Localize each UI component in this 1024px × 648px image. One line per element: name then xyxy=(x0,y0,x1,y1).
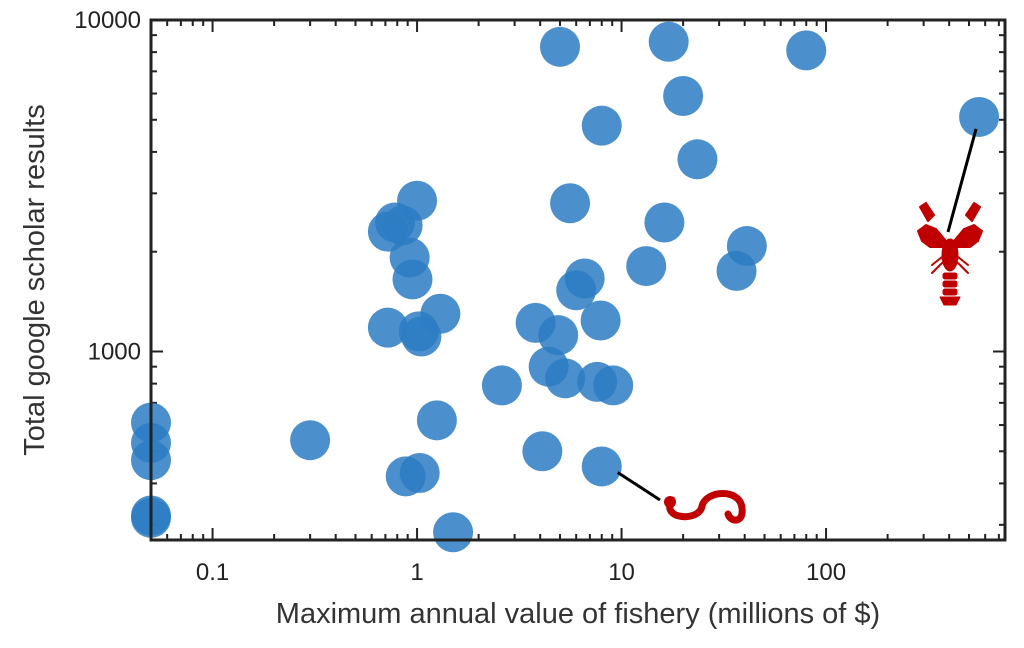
data-point xyxy=(580,300,621,341)
data-point xyxy=(545,358,586,399)
data-points xyxy=(131,21,1000,553)
data-point xyxy=(481,365,522,406)
data-point xyxy=(959,96,1000,137)
worm-icon xyxy=(616,471,746,524)
data-point xyxy=(677,139,718,180)
data-point xyxy=(433,512,474,553)
data-point xyxy=(663,75,704,116)
data-point xyxy=(420,293,461,334)
data-point xyxy=(564,258,605,299)
worm-leader-line xyxy=(616,471,661,502)
y-tick-label: 1000 xyxy=(88,338,141,365)
data-point xyxy=(644,202,685,243)
data-point xyxy=(726,226,767,267)
data-point xyxy=(648,21,689,62)
data-point xyxy=(290,420,331,461)
lobster-leader-line xyxy=(946,128,978,233)
x-tick-label: 1 xyxy=(410,559,423,586)
x-axis-title: Maximum annual value of fishery (million… xyxy=(276,598,880,630)
data-point xyxy=(550,183,591,224)
data-point xyxy=(581,105,622,146)
data-point xyxy=(399,453,440,494)
lobster-icon xyxy=(917,128,983,306)
data-point xyxy=(539,26,580,67)
y-tick-label: 10000 xyxy=(74,7,141,34)
data-point xyxy=(626,246,667,287)
plot-frame xyxy=(149,18,1007,542)
x-tick-label: 10 xyxy=(608,559,635,586)
data-point xyxy=(416,400,457,441)
data-point xyxy=(538,315,579,356)
data-point xyxy=(367,307,408,348)
data-point xyxy=(522,431,563,472)
data-point xyxy=(593,365,634,406)
y-axis-title: Total google scholar results xyxy=(19,104,51,455)
data-point xyxy=(392,259,433,300)
data-point xyxy=(786,30,827,71)
x-tick-label: 100 xyxy=(806,559,846,586)
data-point xyxy=(581,446,622,487)
data-point xyxy=(397,180,438,221)
x-tick-label: 0.1 xyxy=(196,559,229,586)
